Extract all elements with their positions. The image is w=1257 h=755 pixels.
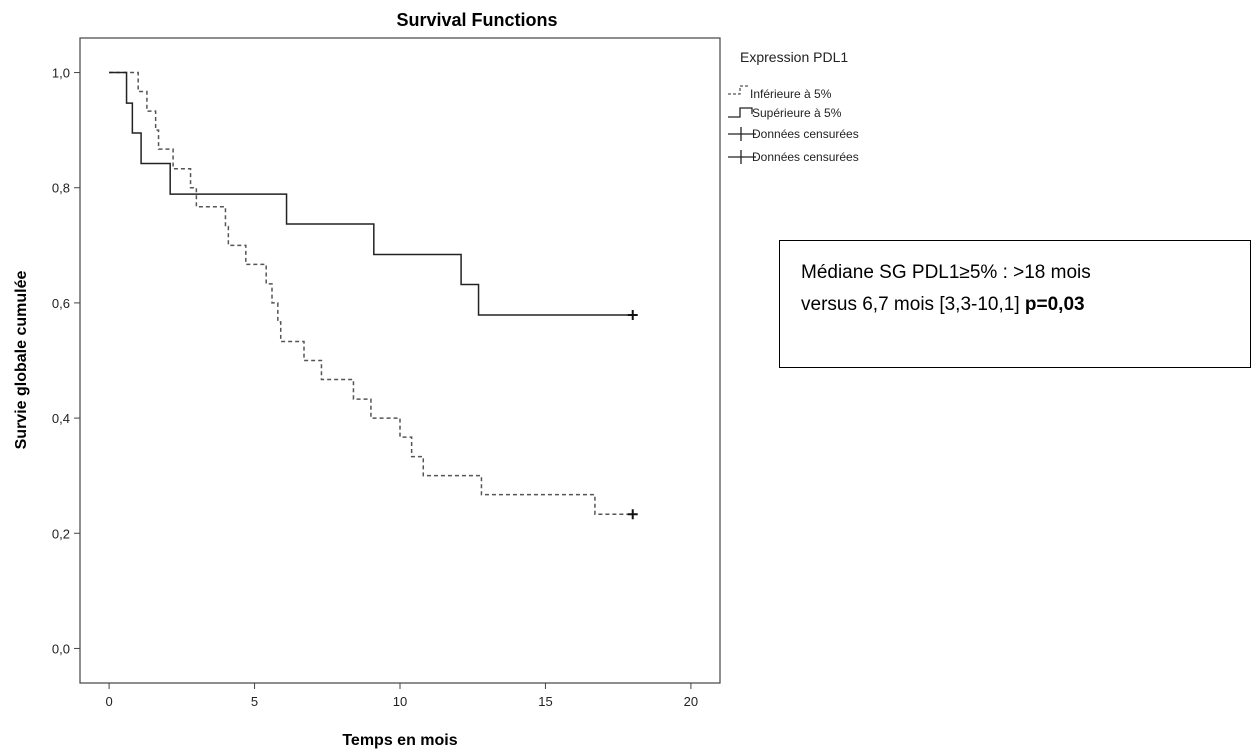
- legend-label-censored-2: Données censurées: [752, 150, 859, 164]
- legend-censored-icon-1: [728, 127, 756, 141]
- y-tick-label: 0,0: [52, 641, 70, 656]
- chart-title: Survival Functions: [396, 10, 557, 30]
- censored-marker: [627, 509, 638, 520]
- y-tick-label: 0,2: [52, 526, 70, 541]
- km-curve-superieure: [109, 71, 633, 316]
- legend-swatch-superieure: [728, 107, 753, 118]
- x-axis-title: Temps en mois: [342, 732, 457, 749]
- x-tick-label: 20: [684, 694, 698, 709]
- y-axis-title: Survie globale cumulée: [13, 271, 30, 450]
- legend-swatch-inferieure: [728, 85, 749, 95]
- annotation-line-1: Médiane SG PDL1≥5% : >18 mois: [801, 262, 1091, 283]
- legend: Expression PDL1 Inférieure à 5% Supérieu…: [728, 49, 859, 164]
- x-tick-label: 10: [393, 694, 407, 709]
- legend-censored-icon-2: [728, 150, 756, 164]
- x-axis: 0 5 10 15 20: [105, 683, 698, 709]
- p-value: p=0,03: [1024, 294, 1085, 315]
- x-tick-label: 15: [538, 694, 552, 709]
- censored-marker: [627, 310, 638, 321]
- legend-label-inferieure: Inférieure à 5%: [750, 87, 832, 101]
- y-tick-label: 0,4: [52, 411, 70, 426]
- legend-label-censored-1: Données censurées: [752, 127, 859, 141]
- median-survival-annotation: Médiane SG PDL1≥5% : >18 mois versus 6,7…: [779, 240, 1251, 368]
- y-tick-label: 1,0: [52, 66, 70, 81]
- legend-title: Expression PDL1: [740, 49, 848, 65]
- annotation-line-2-text: versus 6,7 mois [3,3-10,1]: [801, 294, 1025, 315]
- y-tick-label: 0,6: [52, 296, 70, 311]
- x-tick-label: 0: [105, 694, 112, 709]
- x-tick-label: 5: [251, 694, 258, 709]
- plot-frame: [79, 37, 721, 684]
- legend-label-superieure: Supérieure à 5%: [752, 106, 842, 120]
- y-tick-label: 0,8: [52, 181, 70, 196]
- km-curve-inferieure: [109, 71, 633, 516]
- annotation-line-2: versus 6,7 mois [3,3-10,1] p=0,03: [801, 289, 1250, 321]
- series-layer: [109, 71, 638, 520]
- y-axis: 0,0 0,2 0,4 0,6 0,8 1,0: [52, 66, 80, 656]
